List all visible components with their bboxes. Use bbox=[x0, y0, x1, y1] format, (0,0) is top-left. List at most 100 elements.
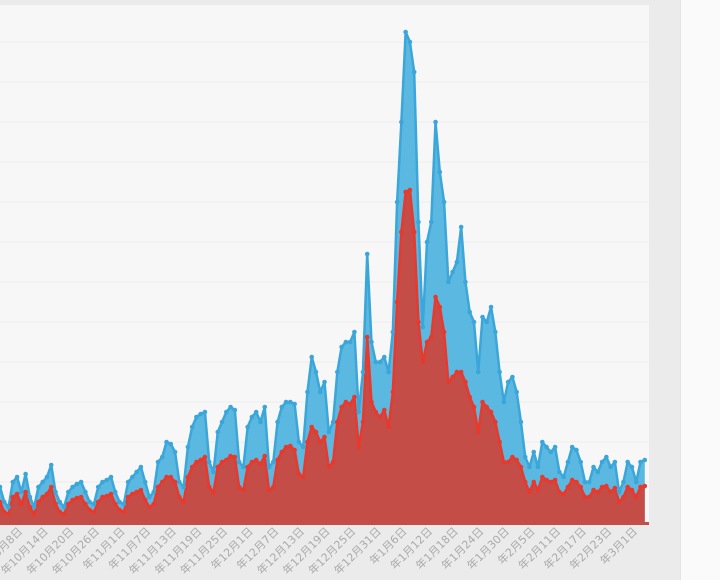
series-2-point bbox=[300, 474, 306, 480]
series-1-point bbox=[10, 479, 16, 485]
series-1-point bbox=[377, 359, 383, 365]
series-2-point bbox=[377, 414, 383, 420]
series-1-point bbox=[61, 504, 67, 510]
series-1-point bbox=[352, 329, 357, 335]
series-1-point bbox=[407, 39, 413, 45]
series-2-point bbox=[155, 484, 161, 490]
series-1-point bbox=[224, 409, 229, 415]
series-2-point bbox=[347, 401, 353, 407]
series-2-point bbox=[245, 464, 250, 470]
series-1-point bbox=[394, 199, 400, 205]
series-2-point bbox=[57, 509, 63, 515]
series-2-point bbox=[599, 484, 605, 490]
series-2-point bbox=[330, 459, 336, 465]
series-1-point bbox=[189, 424, 195, 430]
series-1-point bbox=[168, 441, 174, 447]
series-2-point bbox=[437, 304, 443, 310]
series-1-point bbox=[185, 444, 191, 450]
series-2-point bbox=[168, 474, 174, 480]
series-2-point bbox=[629, 487, 635, 493]
series-2-point bbox=[0, 499, 3, 505]
series-2-point bbox=[241, 487, 246, 493]
series-1-point bbox=[125, 479, 131, 485]
series-1-point bbox=[488, 304, 494, 310]
series-2-point bbox=[343, 399, 349, 405]
series-2-point bbox=[61, 511, 67, 517]
series-1-point bbox=[514, 389, 519, 395]
series-1-point bbox=[23, 471, 28, 477]
series-2-point bbox=[232, 454, 238, 460]
series-1-point bbox=[14, 474, 20, 480]
series-1-point bbox=[565, 459, 571, 465]
series-1-point bbox=[386, 369, 391, 375]
series-1-point bbox=[505, 379, 511, 385]
series-2-point bbox=[625, 484, 630, 490]
series-1-point bbox=[326, 429, 332, 435]
series-2-point bbox=[87, 507, 92, 513]
series-2-point bbox=[228, 453, 233, 459]
series-1-point bbox=[518, 419, 524, 425]
series-1-point bbox=[245, 424, 250, 430]
series-1-point bbox=[288, 399, 293, 405]
series-2-point bbox=[480, 399, 485, 405]
series-2-point bbox=[224, 457, 229, 463]
series-2-point bbox=[100, 494, 105, 500]
series-1-point bbox=[177, 479, 182, 485]
series-1-area bbox=[0, 32, 645, 522]
gridlines bbox=[0, 41, 649, 483]
series-1-point bbox=[275, 419, 280, 425]
series-2-point bbox=[108, 491, 114, 497]
series-2-point bbox=[275, 457, 280, 463]
series-2-point bbox=[544, 477, 549, 483]
series-2-point bbox=[497, 439, 502, 445]
series-2-point bbox=[531, 479, 537, 485]
series-1-point bbox=[31, 504, 37, 510]
series-2-point bbox=[364, 334, 370, 340]
series-2-point bbox=[382, 407, 387, 413]
series-1-point bbox=[91, 501, 97, 507]
series-2-point bbox=[40, 494, 45, 500]
series-1-point bbox=[458, 224, 464, 230]
series-2-point bbox=[638, 484, 643, 490]
series-2-point bbox=[270, 484, 276, 490]
x-axis-baseline bbox=[0, 522, 649, 525]
series-2-point bbox=[642, 483, 648, 489]
series-1-point bbox=[215, 429, 221, 435]
series-2-point bbox=[202, 454, 208, 460]
series-2-point bbox=[36, 499, 41, 505]
series-1-point bbox=[1, 499, 7, 505]
series-2-point bbox=[66, 501, 71, 507]
series-1-point bbox=[578, 459, 584, 465]
series-2-point bbox=[463, 379, 468, 385]
series-2-point bbox=[591, 487, 596, 493]
series-1-point bbox=[433, 119, 438, 125]
series-1-point bbox=[484, 319, 490, 325]
series-1-point bbox=[206, 459, 212, 465]
series-2-point bbox=[219, 459, 225, 465]
series-1-point bbox=[134, 469, 139, 475]
side-panel bbox=[680, 0, 720, 580]
series-1-point bbox=[428, 219, 434, 225]
series-2-point bbox=[471, 404, 477, 410]
series-1-point bbox=[557, 469, 562, 475]
series-2-point bbox=[428, 334, 434, 340]
series-2-point bbox=[104, 493, 110, 499]
series-1-point bbox=[356, 409, 361, 415]
series-1-point bbox=[219, 419, 225, 425]
series-1-point bbox=[253, 409, 259, 415]
series-2-point bbox=[411, 229, 417, 235]
series-1-point bbox=[638, 459, 643, 465]
series-2-point bbox=[253, 457, 259, 463]
series-1-point bbox=[330, 419, 336, 425]
series-1-point bbox=[322, 379, 327, 385]
series-2-point bbox=[522, 479, 528, 485]
series-2-point bbox=[147, 504, 152, 510]
series-1-point bbox=[83, 489, 88, 495]
series-2-point bbox=[441, 329, 447, 335]
series-1-point bbox=[463, 279, 468, 285]
series-1-point bbox=[347, 339, 353, 345]
series-2-point bbox=[484, 404, 490, 410]
series-1-point bbox=[112, 489, 118, 495]
series-2-point bbox=[356, 444, 361, 450]
